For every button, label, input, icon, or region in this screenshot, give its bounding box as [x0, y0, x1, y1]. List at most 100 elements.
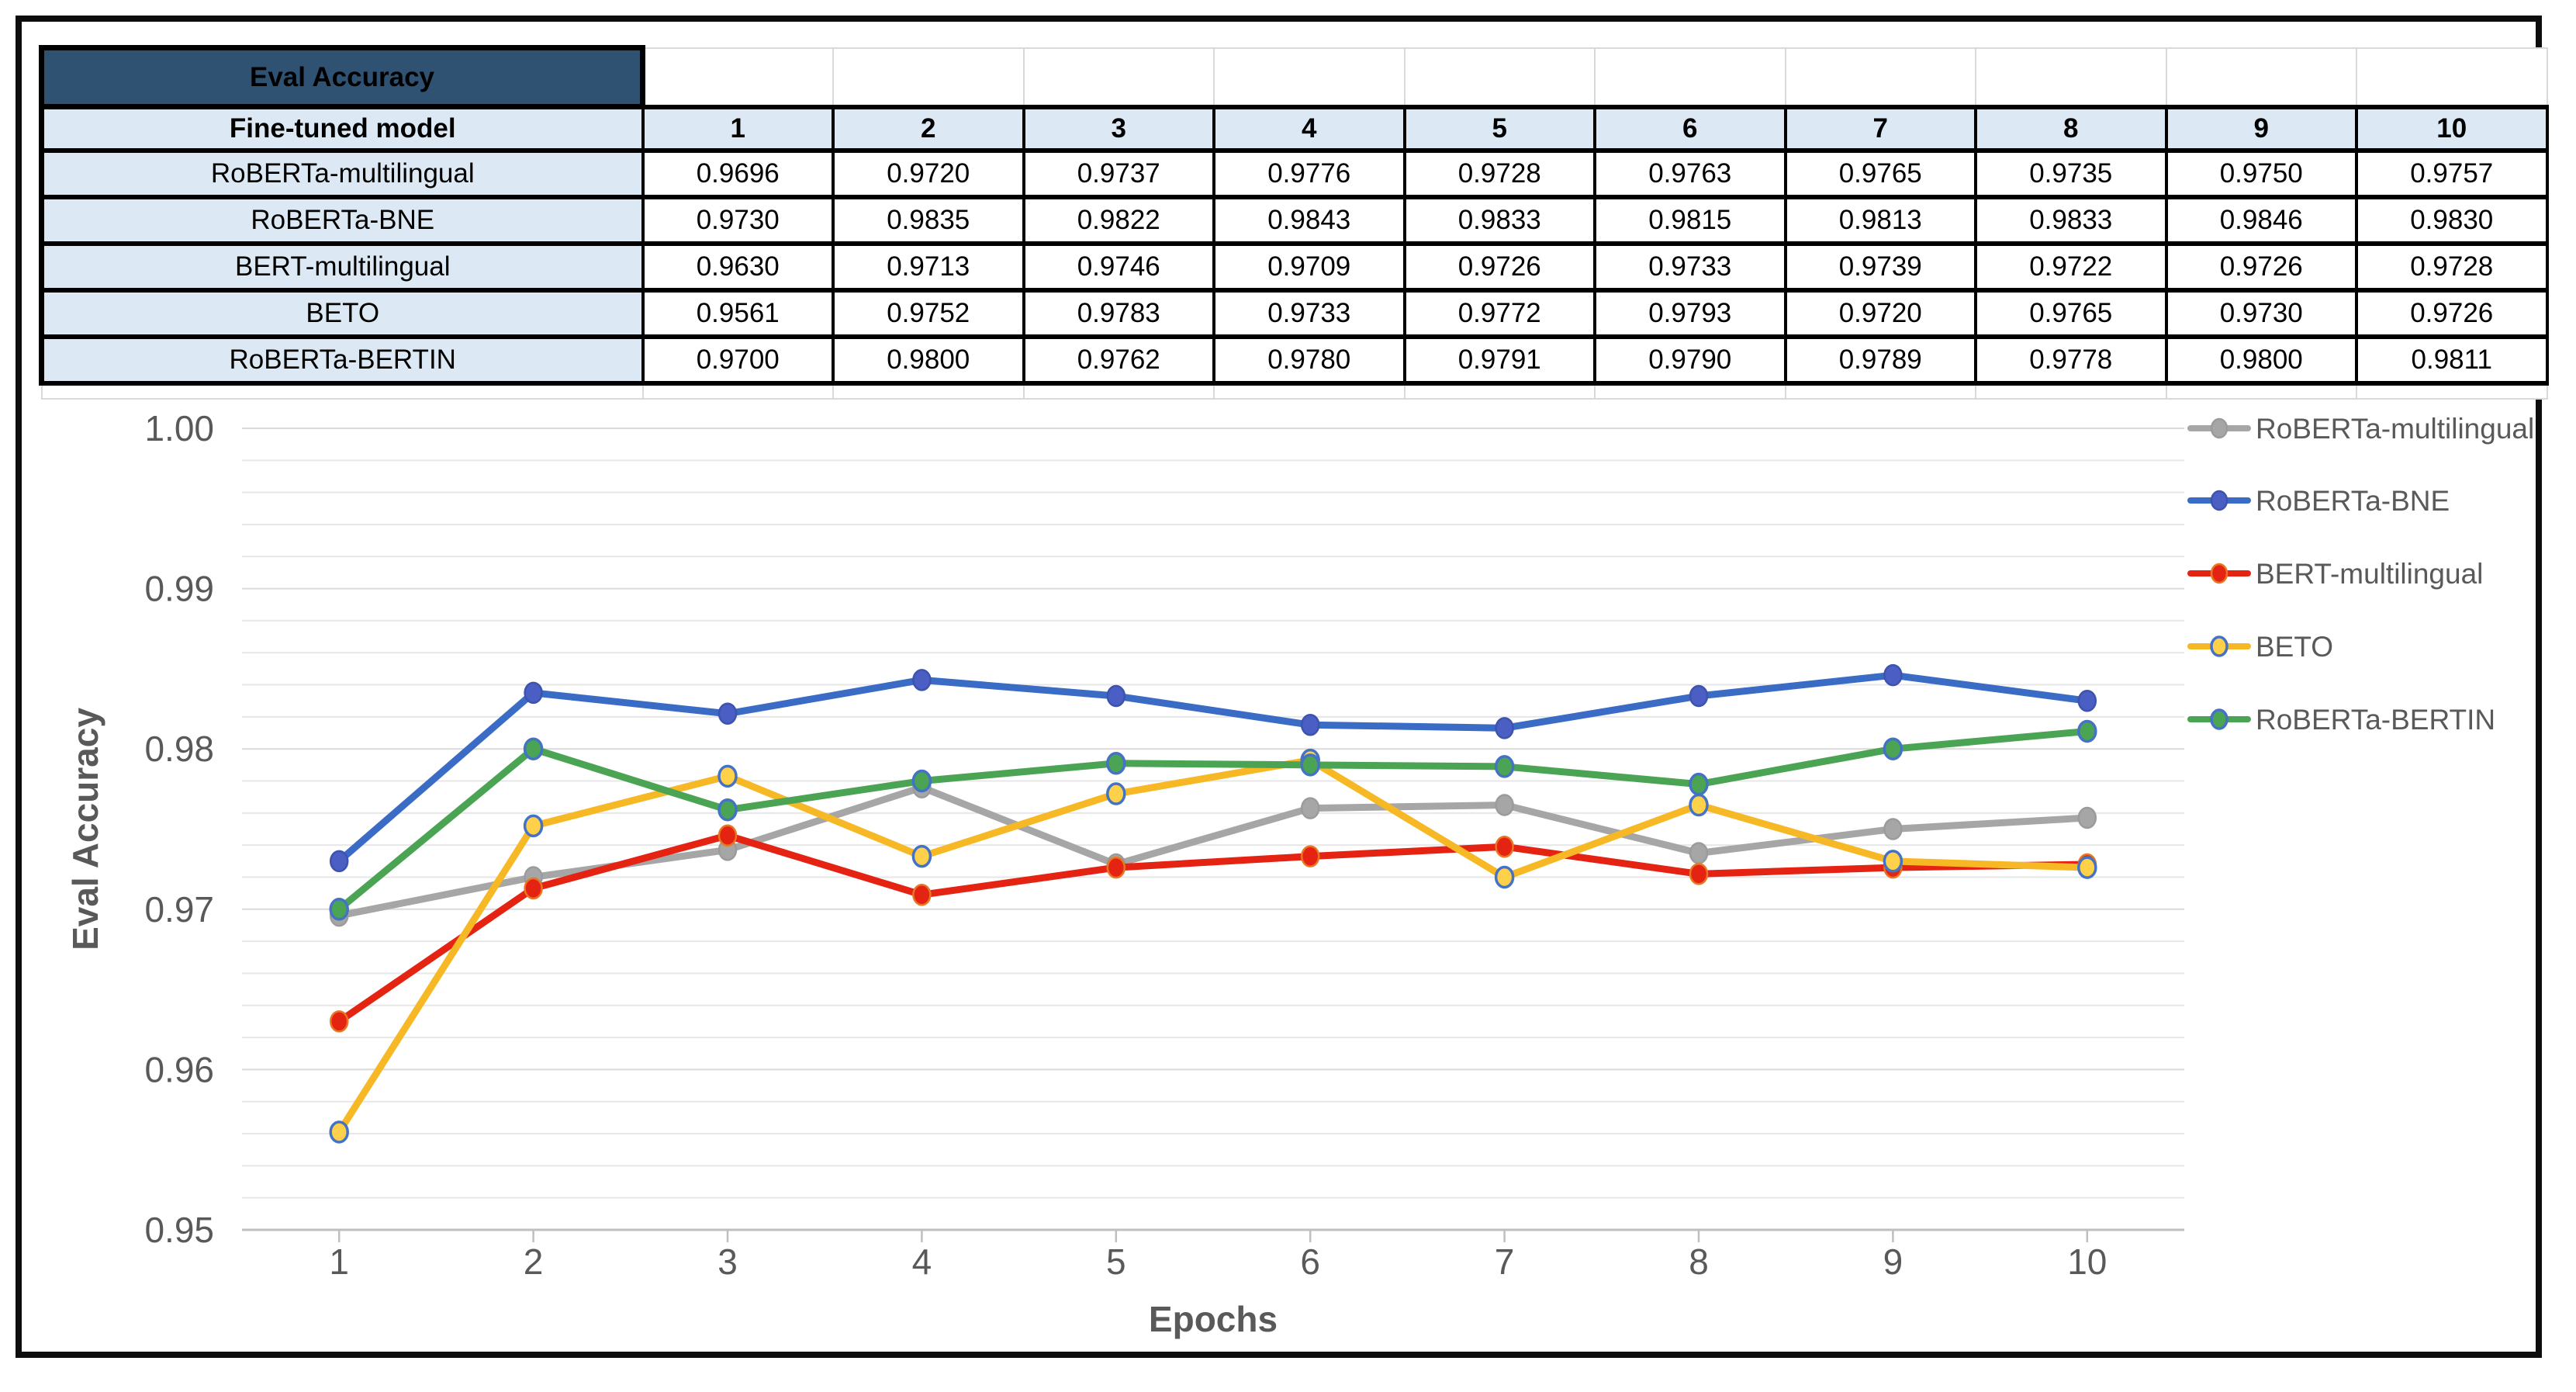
- legend-item-label: RoBERTa-BNE: [2256, 485, 2450, 517]
- epoch-header: 10: [2355, 104, 2549, 153]
- accuracy-cell: 0.9833: [1974, 194, 2168, 246]
- accuracy-cell: 0.9733: [1593, 241, 1787, 293]
- empty-cell: [1022, 382, 1215, 400]
- empty-cell: [641, 382, 834, 400]
- data-point: [911, 844, 932, 868]
- epoch-header: 2: [832, 104, 1025, 153]
- eval-accuracy-chart: 1.00 0.99 0.98 0.97 0.96 0.95 Eval Accuracy 1 2 3…: [65, 408, 2534, 1339]
- y-axis-label: 0.95: [144, 1210, 214, 1250]
- y-axis-label: 0.99: [144, 569, 214, 609]
- data-point: [329, 898, 349, 921]
- data-point: [523, 737, 544, 760]
- legend-item-label: RoBERTa-BERTIN: [2256, 704, 2495, 736]
- empty-cell: [1784, 382, 1976, 400]
- accuracy-cell: 0.9735: [1974, 147, 2168, 199]
- table-row: RoBERTa-multilingual 0.9696 0.9720 0.9737 0.…: [39, 147, 2549, 199]
- legend-item-label: RoBERTa-multilingual: [2256, 413, 2534, 445]
- data-point: [2077, 689, 2097, 712]
- data-point: [1495, 717, 1514, 739]
- data-point: [717, 764, 738, 788]
- x-axis-label: 5: [1106, 1241, 1126, 1282]
- accuracy-cell: 0.9726: [1402, 241, 1596, 293]
- table-row: BERT-multilingual 0.9630 0.9713 0.9746 0.970…: [39, 241, 2549, 293]
- accuracy-cell: 0.9726: [2355, 287, 2549, 339]
- accuracy-cell: 0.9720: [1783, 287, 1977, 339]
- y-axis-label: 1.00: [144, 408, 214, 448]
- empty-cell: [1403, 47, 1596, 108]
- data-point: [1495, 835, 1514, 858]
- accuracy-cell: 0.9783: [1022, 287, 1215, 339]
- accuracy-cell: 0.9780: [1212, 334, 1406, 386]
- series-line-RoBERTa-BNE: [335, 671, 2091, 865]
- x-axis-label: 4: [912, 1241, 932, 1282]
- data-point: [1883, 850, 1903, 873]
- model-label: BERT-multilingual: [39, 241, 645, 293]
- accuracy-cell: 0.9713: [832, 241, 1025, 293]
- data-point: [717, 798, 738, 822]
- series-line-RoBERTa-BERTIN: [335, 727, 2091, 913]
- data-point: [1494, 755, 1515, 778]
- accuracy-cell: 0.9728: [1402, 147, 1596, 199]
- model-label: RoBERTa-multilingual: [39, 147, 645, 199]
- epoch-header: 1: [641, 104, 835, 153]
- empty-cell: [1975, 47, 2167, 108]
- accuracy-cell: 0.9757: [2355, 147, 2549, 199]
- accuracy-cell: 0.9830: [2355, 194, 2549, 246]
- data-point: [1689, 684, 1709, 708]
- data-point: [329, 850, 349, 873]
- data-point: [1883, 818, 1903, 840]
- accuracy-cell: 0.9790: [1593, 334, 1787, 386]
- epoch-header: 8: [1974, 104, 2168, 153]
- accuracy-cell: 0.9720: [832, 147, 1025, 199]
- epoch-header: 5: [1402, 104, 1596, 153]
- empty-cell: [832, 47, 1025, 108]
- accuracy-cell: 0.9835: [832, 194, 1025, 246]
- empty-cell: [40, 382, 644, 400]
- data-point: [1495, 794, 1514, 816]
- accuracy-cell: 0.9793: [1593, 287, 1787, 339]
- table-header-row: Fine-tuned model 1 2 3 4 5 6 7 8 9 10: [39, 104, 2549, 153]
- accuracy-cell: 0.9561: [641, 287, 835, 339]
- table-title: Eval Accuracy: [39, 45, 645, 109]
- data-point: [911, 769, 932, 793]
- empty-cell: [832, 382, 1025, 400]
- accuracy-cell: 0.9800: [832, 334, 1025, 386]
- data-point: [912, 669, 932, 691]
- accuracy-cell: 0.9726: [2164, 241, 2358, 293]
- empty-cell: [1594, 382, 1786, 400]
- data-point: [2077, 856, 2097, 879]
- accuracy-cell: 0.9762: [1022, 334, 1215, 386]
- y-axis-title: Eval Accuracy: [65, 708, 105, 951]
- series-line-BERT-multilingual: [335, 832, 2091, 1025]
- table-row: BETO 0.9561 0.9752 0.9783 0.9733 0.9772 0.9793…: [39, 287, 2549, 339]
- accuracy-cell: 0.9800: [2164, 334, 2358, 386]
- epoch-header: 6: [1593, 104, 1787, 153]
- empty-cell: [641, 47, 834, 108]
- data-point: [329, 1120, 349, 1144]
- accuracy-cell: 0.9789: [1783, 334, 1977, 386]
- data-point: [1689, 863, 1709, 885]
- accuracy-cell: 0.9833: [1402, 194, 1596, 246]
- accuracy-cell: 0.9733: [1212, 287, 1406, 339]
- accuracy-cell: 0.9822: [1022, 194, 1215, 246]
- epoch-header: 3: [1022, 104, 1215, 153]
- data-point: [1689, 772, 1709, 796]
- table-footer-strip: [40, 382, 2548, 400]
- accuracy-cell: 0.9709: [1212, 241, 1406, 293]
- fine-tuned-model-header: Fine-tuned model: [39, 104, 645, 153]
- empty-cell: [2165, 382, 2357, 400]
- epoch-header: 7: [1783, 104, 1977, 153]
- legend-marker: [2210, 635, 2228, 657]
- model-label: RoBERTa-BNE: [39, 194, 645, 246]
- data-point: [717, 702, 738, 725]
- data-point: [329, 1010, 349, 1033]
- accuracy-cell: 0.9696: [641, 147, 835, 199]
- accuracy-cell: 0.9730: [2164, 287, 2358, 339]
- data-point: [1106, 856, 1126, 879]
- data-point: [523, 814, 544, 838]
- accuracy-cell: 0.9791: [1402, 334, 1596, 386]
- accuracy-cell: 0.9752: [832, 287, 1025, 339]
- data-point: [524, 877, 543, 900]
